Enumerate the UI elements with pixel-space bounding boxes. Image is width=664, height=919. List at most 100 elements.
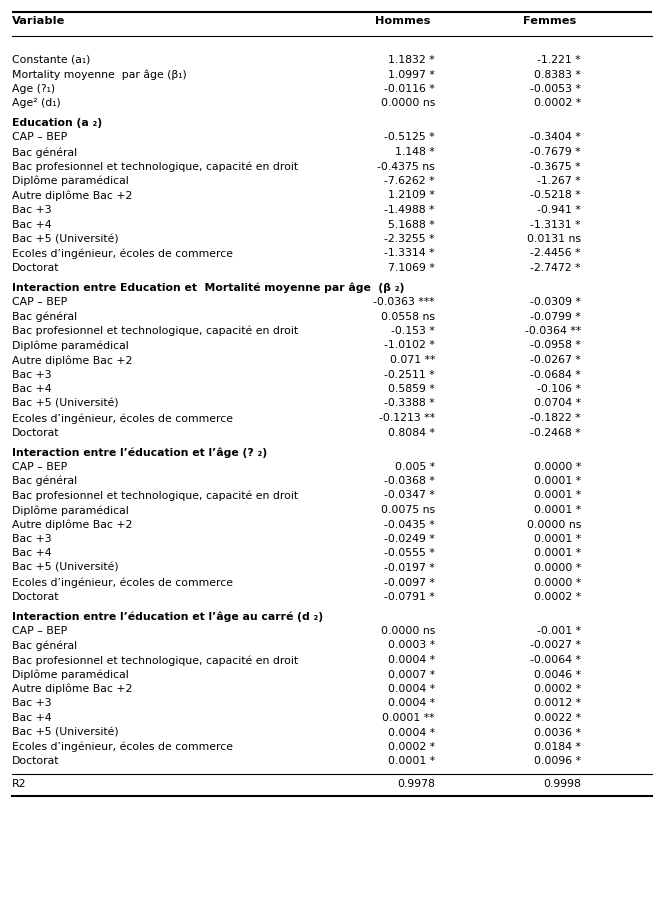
Text: 0.0004 *: 0.0004 *: [388, 728, 435, 738]
Text: Bac général: Bac général: [12, 312, 77, 322]
Text: Mortality moyenne  par âge (β₁): Mortality moyenne par âge (β₁): [12, 70, 187, 80]
Text: -7.6262 *: -7.6262 *: [384, 176, 435, 186]
Text: 0.8084 *: 0.8084 *: [388, 427, 435, 437]
Text: -0.3388 *: -0.3388 *: [384, 399, 435, 409]
Text: 0.0004 *: 0.0004 *: [388, 655, 435, 665]
Text: Autre diplôme Bac +2: Autre diplôme Bac +2: [12, 519, 132, 530]
Text: Bac +4: Bac +4: [12, 384, 52, 394]
Text: 1.1832 *: 1.1832 *: [388, 55, 435, 65]
Text: Doctorat: Doctorat: [12, 263, 60, 273]
Text: 0.0001 **: 0.0001 **: [382, 713, 435, 723]
Text: Constante (a₁): Constante (a₁): [12, 55, 90, 65]
Text: -0.0309 *: -0.0309 *: [530, 297, 581, 307]
Text: -2.3255 *: -2.3255 *: [384, 234, 435, 244]
Text: 0.0001 *: 0.0001 *: [388, 756, 435, 766]
Text: 0.8383 *: 0.8383 *: [535, 70, 581, 80]
Text: -0.3404 *: -0.3404 *: [531, 132, 581, 142]
Text: -0.0368 *: -0.0368 *: [384, 476, 435, 486]
Text: -0.0249 *: -0.0249 *: [384, 534, 435, 544]
Text: Bac profesionnel et technologique, capacité en droit: Bac profesionnel et technologique, capac…: [12, 326, 298, 336]
Text: -1.267 *: -1.267 *: [537, 176, 581, 186]
Text: 0.0000 ns: 0.0000 ns: [380, 98, 435, 108]
Text: 0.0002 *: 0.0002 *: [534, 592, 581, 602]
Text: -0.0791 *: -0.0791 *: [384, 592, 435, 602]
Text: -1.3131 *: -1.3131 *: [531, 220, 581, 230]
Text: -0.7679 *: -0.7679 *: [531, 147, 581, 157]
Text: -0.3675 *: -0.3675 *: [531, 162, 581, 172]
Text: Interaction entre Education et  Mortalité moyenne par âge  (β ₂): Interaction entre Education et Mortalité…: [12, 282, 404, 293]
Text: Diplôme paramédical: Diplôme paramédical: [12, 670, 129, 680]
Text: Bac +5 (Université): Bac +5 (Université): [12, 234, 119, 244]
Text: -1.221 *: -1.221 *: [537, 55, 581, 65]
Text: 5.1688 *: 5.1688 *: [388, 220, 435, 230]
Text: -0.1213 **: -0.1213 **: [379, 413, 435, 423]
Text: -0.2511 *: -0.2511 *: [384, 369, 435, 380]
Text: -0.0363 ***: -0.0363 ***: [373, 297, 435, 307]
Text: -0.5218 *: -0.5218 *: [531, 190, 581, 200]
Text: 0.9978: 0.9978: [397, 779, 435, 789]
Text: 0.0002 *: 0.0002 *: [534, 684, 581, 694]
Text: Ecoles d’ingénieur, écoles de commerce: Ecoles d’ingénieur, écoles de commerce: [12, 742, 233, 753]
Text: -0.0684 *: -0.0684 *: [531, 369, 581, 380]
Text: 0.0012 *: 0.0012 *: [534, 698, 581, 709]
Text: Bac +5 (Université): Bac +5 (Université): [12, 728, 119, 738]
Text: 1.0997 *: 1.0997 *: [388, 70, 435, 80]
Text: Bac profesionnel et technologique, capacité en droit: Bac profesionnel et technologique, capac…: [12, 491, 298, 501]
Text: -0.0064 *: -0.0064 *: [530, 655, 581, 665]
Text: CAP – BEP: CAP – BEP: [12, 626, 67, 636]
Text: Hommes: Hommes: [374, 16, 430, 26]
Text: -0.5125 *: -0.5125 *: [384, 132, 435, 142]
Text: -0.1822 *: -0.1822 *: [531, 413, 581, 423]
Text: -0.0799 *: -0.0799 *: [531, 312, 581, 322]
Text: -0.0116 *: -0.0116 *: [384, 84, 435, 94]
Text: 0.0000 ns: 0.0000 ns: [380, 626, 435, 636]
Text: -0.0197 *: -0.0197 *: [384, 563, 435, 573]
Text: 0.071 **: 0.071 **: [390, 355, 435, 365]
Text: Diplôme paramédical: Diplôme paramédical: [12, 176, 129, 187]
Text: Ecoles d’ingénieur, écoles de commerce: Ecoles d’ingénieur, écoles de commerce: [12, 248, 233, 259]
Text: Bac +3: Bac +3: [12, 369, 52, 380]
Text: 0.0075 ns: 0.0075 ns: [380, 505, 435, 515]
Text: -0.4375 ns: -0.4375 ns: [377, 162, 435, 172]
Text: Autre diplôme Bac +2: Autre diplôme Bac +2: [12, 684, 132, 695]
Text: Interaction entre l’éducation et l’âge au carré (d ₂): Interaction entre l’éducation et l’âge a…: [12, 611, 323, 622]
Text: Education (a ₂): Education (a ₂): [12, 118, 102, 128]
Text: Variable: Variable: [12, 16, 65, 26]
Text: -2.7472 *: -2.7472 *: [531, 263, 581, 273]
Text: 0.0001 *: 0.0001 *: [534, 505, 581, 515]
Text: Bac +4: Bac +4: [12, 549, 52, 559]
Text: -0.0097 *: -0.0097 *: [384, 577, 435, 587]
Text: CAP – BEP: CAP – BEP: [12, 461, 67, 471]
Text: 0.0001 *: 0.0001 *: [534, 534, 581, 544]
Text: Ecoles d’ingénieur, écoles de commerce: Ecoles d’ingénieur, écoles de commerce: [12, 413, 233, 424]
Text: Autre diplôme Bac +2: Autre diplôme Bac +2: [12, 355, 132, 366]
Text: R2: R2: [12, 779, 27, 789]
Text: 0.0000 *: 0.0000 *: [534, 577, 581, 587]
Text: 0.0000 *: 0.0000 *: [534, 563, 581, 573]
Text: 0.0004 *: 0.0004 *: [388, 684, 435, 694]
Text: 1.2109 *: 1.2109 *: [388, 190, 435, 200]
Text: 0.5859 *: 0.5859 *: [388, 384, 435, 394]
Text: Doctorat: Doctorat: [12, 756, 60, 766]
Text: -0.153 *: -0.153 *: [391, 326, 435, 336]
Text: 0.0002 *: 0.0002 *: [534, 98, 581, 108]
Text: 0.0000 *: 0.0000 *: [534, 461, 581, 471]
Text: Bac +3: Bac +3: [12, 205, 52, 215]
Text: Diplôme paramédical: Diplôme paramédical: [12, 505, 129, 516]
Text: -0.0364 **: -0.0364 **: [525, 326, 581, 336]
Text: Bac profesionnel et technologique, capacité en droit: Bac profesionnel et technologique, capac…: [12, 655, 298, 665]
Text: 0.0184 *: 0.0184 *: [534, 742, 581, 752]
Text: -2.4456 *: -2.4456 *: [531, 248, 581, 258]
Text: -0.106 *: -0.106 *: [537, 384, 581, 394]
Text: Ecoles d’ingénieur, écoles de commerce: Ecoles d’ingénieur, écoles de commerce: [12, 577, 233, 588]
Text: 0.0096 *: 0.0096 *: [534, 756, 581, 766]
Text: 0.0000 ns: 0.0000 ns: [527, 519, 581, 529]
Text: Diplôme paramédical: Diplôme paramédical: [12, 341, 129, 351]
Text: -0.2468 *: -0.2468 *: [531, 427, 581, 437]
Text: CAP – BEP: CAP – BEP: [12, 297, 67, 307]
Text: Bac +5 (Université): Bac +5 (Université): [12, 563, 119, 573]
Text: -0.0347 *: -0.0347 *: [384, 491, 435, 501]
Text: 7.1069 *: 7.1069 *: [388, 263, 435, 273]
Text: -0.001 *: -0.001 *: [537, 626, 581, 636]
Text: Bac +3: Bac +3: [12, 534, 52, 544]
